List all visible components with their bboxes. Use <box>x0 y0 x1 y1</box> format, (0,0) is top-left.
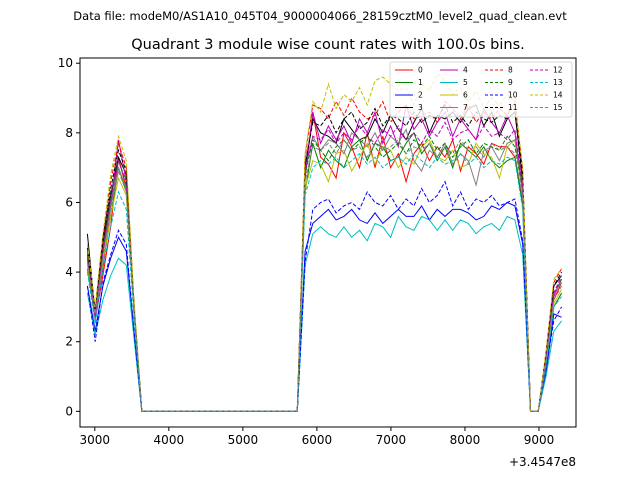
legend-label: 3 <box>418 103 423 112</box>
y-tick-label: 4 <box>65 265 73 279</box>
x-tick-label: 5000 <box>228 433 259 447</box>
legend-label: 9 <box>508 78 513 87</box>
x-axis-ticks: 3000 4000 5000 6000 7000 8000 9000 <box>80 427 555 447</box>
legend-box <box>389 61 573 118</box>
x-tick-label: 4000 <box>154 433 185 447</box>
legend-label: 4 <box>463 66 468 75</box>
y-tick-label: 2 <box>65 335 73 349</box>
x-offset-label: +3.4547e8 <box>509 455 576 469</box>
series-line-11 <box>86 103 563 412</box>
y-axis-ticks: 0 2 4 6 8 10 <box>58 56 80 418</box>
series-line-12 <box>86 121 563 412</box>
x-tick-label: 6000 <box>302 433 333 447</box>
y-tick-label: 10 <box>58 56 73 70</box>
legend-label: 10 <box>508 91 518 100</box>
series-line-2 <box>86 201 562 412</box>
legend-label: 6 <box>463 91 468 100</box>
plot-frame <box>79 57 577 428</box>
series-line-1 <box>86 131 563 412</box>
legend-label: 1 <box>418 78 423 87</box>
legend-label: 12 <box>553 66 563 75</box>
legend-label: 8 <box>508 66 513 75</box>
series-line-6 <box>86 138 563 412</box>
y-tick-label: 0 <box>65 404 73 418</box>
x-tick-label: 3000 <box>80 433 111 447</box>
legend-label: 11 <box>508 103 518 112</box>
chart-title: Quadrant 3 module wise count rates with … <box>131 37 525 53</box>
legend-label: 0 <box>418 66 423 75</box>
legend-label: 15 <box>553 103 563 112</box>
legend-label: 5 <box>463 78 468 87</box>
series-line-3 <box>86 104 562 412</box>
series-line-10 <box>86 180 563 412</box>
y-tick-label: 8 <box>65 126 73 140</box>
data-file-label: Data file: modeM0/AS1A10_045T04_90000040… <box>73 9 567 23</box>
legend-label: 2 <box>418 91 423 100</box>
x-tick-label: 9000 <box>524 433 555 447</box>
x-tick-label: 8000 <box>450 433 481 447</box>
plot-lines <box>86 72 563 412</box>
series-line-13 <box>86 152 562 412</box>
series-line-9 <box>86 135 563 412</box>
legend-label: 7 <box>463 103 468 112</box>
legend-label: 13 <box>553 78 563 87</box>
x-tick-label: 7000 <box>376 433 407 447</box>
series-line-14 <box>86 72 563 412</box>
series-line-5 <box>86 215 563 412</box>
legend-label: 14 <box>553 91 563 100</box>
series-line-4 <box>86 104 563 412</box>
y-tick-label: 6 <box>65 195 73 209</box>
series-line-15 <box>86 138 563 412</box>
